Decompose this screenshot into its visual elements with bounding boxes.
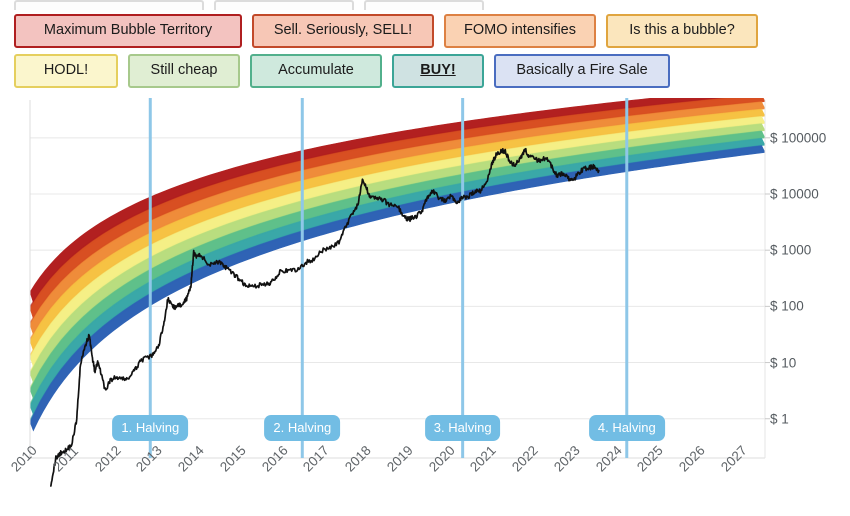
legend-item-still-cheap[interactable]: Still cheap bbox=[128, 54, 240, 89]
rainbow-plot-svg bbox=[29, 98, 770, 487]
band-basically-a-fire-sale bbox=[30, 145, 765, 432]
legend-item-hodl[interactable]: HODL! bbox=[14, 54, 118, 89]
legend-item-accumulate[interactable]: Accumulate bbox=[250, 54, 382, 89]
legend-item-buy[interactable]: BUY! bbox=[392, 54, 484, 89]
legend-item-placeholder-2[interactable] bbox=[364, 0, 484, 10]
legend-item-basically-a-fire-sale[interactable]: Basically a Fire Sale bbox=[494, 54, 670, 89]
y-tick-label: $ 10 bbox=[770, 355, 797, 371]
y-tick-label: $ 1 bbox=[770, 411, 789, 427]
legend-item-fomo-intensifies[interactable]: FOMO intensifies bbox=[444, 14, 596, 49]
halving-lines bbox=[148, 98, 629, 458]
axis-spines bbox=[29, 100, 766, 459]
y-tick-label: $ 10000 bbox=[770, 186, 819, 202]
rainbow-bands bbox=[30, 98, 765, 432]
legend-item-placeholder-1[interactable] bbox=[214, 0, 354, 10]
halving-badge-1[interactable]: 1. Halving bbox=[112, 415, 189, 441]
halving-badge-2[interactable]: 2. Halving bbox=[264, 415, 341, 441]
y-tick-label: $ 100 bbox=[770, 298, 804, 314]
y-tick-label: $ 1000 bbox=[770, 242, 812, 258]
band-blend bbox=[30, 98, 761, 424]
legend-row-bullish: HODL! Still cheap Accumulate BUY! Basically … bbox=[0, 54, 850, 89]
price-line bbox=[50, 147, 600, 487]
halving-badge-3[interactable]: 3. Halving bbox=[424, 415, 501, 441]
legend-item-is-this-a-bubble[interactable]: Is this a bubble? bbox=[606, 14, 758, 49]
legend-item-maximum-bubble-territory[interactable]: Maximum Bubble Territory bbox=[14, 14, 242, 49]
y-axis-labels: $ 1 $ 10 $ 100 $ 1000 $ 10000 $ 100000 bbox=[770, 96, 850, 466]
legend-row-bearish: Maximum Bubble Territory Sell. Seriously,… bbox=[0, 14, 850, 49]
legend-item-placeholder-0[interactable] bbox=[14, 0, 204, 10]
y-tick-label: $ 100000 bbox=[770, 130, 827, 146]
x-axis-labels: 2010 2011 2012 2013 2014 2015 2016 2017 2018 2019… bbox=[0, 443, 850, 516]
legend-row-clipped bbox=[0, 0, 850, 10]
band-legend: Maximum Bubble Territory Sell. Seriously,… bbox=[0, 0, 850, 89]
y-tick-marks bbox=[765, 137, 770, 420]
plot-area: 1. Halving 2. Halving 3. Halving 4. Halving bbox=[0, 96, 850, 516]
legend-item-sell-seriously-sell[interactable]: Sell. Seriously, SELL! bbox=[252, 14, 434, 49]
halving-badge-4[interactable]: 4. Halving bbox=[588, 415, 665, 441]
